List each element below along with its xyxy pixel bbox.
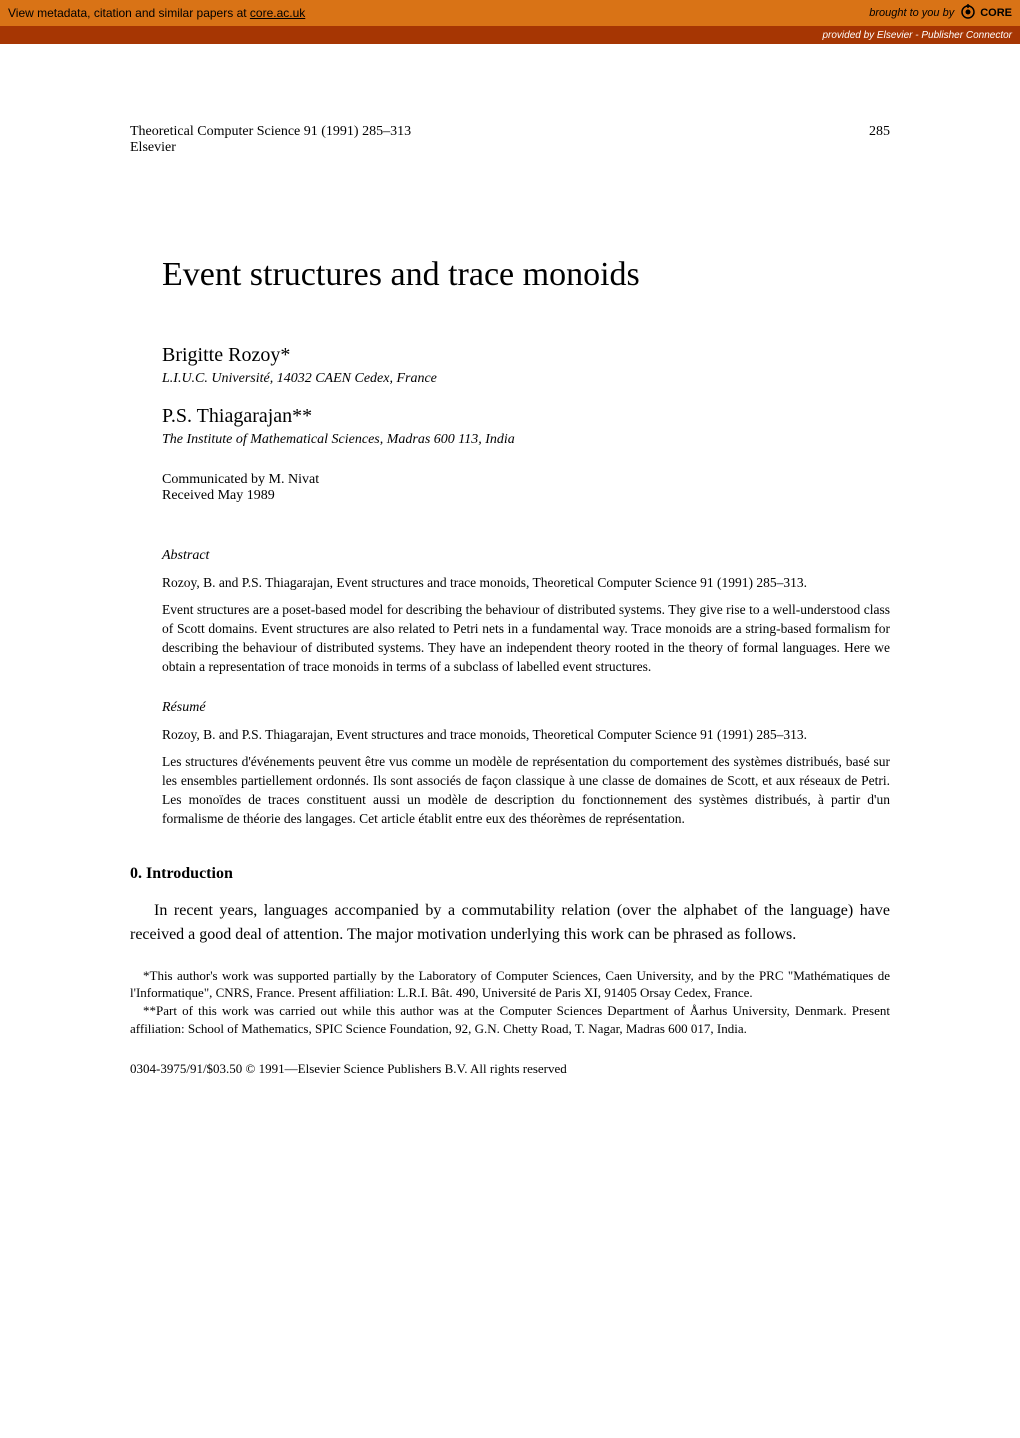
intro-heading: 0. Introduction <box>130 865 890 883</box>
page-number: 285 <box>869 124 890 156</box>
copyright-line: 0304-3975/91/$03.50 © 1991—Elsevier Scie… <box>130 1061 890 1077</box>
footnote-2: **Part of this work was carried out whil… <box>130 1002 890 1037</box>
communicated-by: Communicated by M. Nivat <box>162 472 890 488</box>
core-brand[interactable]: CORE <box>960 4 1012 23</box>
author-name: Brigitte Rozoy* <box>162 344 890 367</box>
journal-line: Theoretical Computer Science 91 (1991) 2… <box>130 124 411 140</box>
brought-to-you-text: brought to you by <box>869 7 954 19</box>
core-brand-text: CORE <box>980 7 1012 19</box>
abstract-citation: Rozoy, B. and P.S. Thiagarajan, Event st… <box>162 574 890 593</box>
author-name: P.S. Thiagarajan** <box>162 405 890 428</box>
banner-right: brought to you by CORE <box>869 4 1012 23</box>
resume-block: Rozoy, B. and P.S. Thiagarajan, Event st… <box>162 726 890 828</box>
footnotes-block: *This author's work was supported partia… <box>130 967 890 1037</box>
author-affiliation: The Institute of Mathematical Sciences, … <box>162 432 890 448</box>
abstract-heading: Abstract <box>162 548 890 564</box>
journal-info: Theoretical Computer Science 91 (1991) 2… <box>130 124 411 156</box>
publisher-name: Elsevier <box>130 140 411 156</box>
communication-block: Communicated by M. Nivat Received May 19… <box>162 472 890 504</box>
journal-header: Theoretical Computer Science 91 (1991) 2… <box>130 124 890 156</box>
provider-text: provided by Elsevier - Publisher Connect… <box>822 30 1012 41</box>
abstract-body: Event structures are a poset-based model… <box>162 601 890 677</box>
paper-title: Event structures and trace monoids <box>162 256 890 294</box>
resume-body: Les structures d'événements peuvent être… <box>162 753 890 829</box>
core-link[interactable]: core.ac.uk <box>250 6 305 20</box>
paper-page: Theoretical Computer Science 91 (1991) 2… <box>0 44 1020 1137</box>
intro-paragraph: In recent years, languages accompanied b… <box>130 899 890 947</box>
footnote-1: *This author's work was supported partia… <box>130 967 890 1002</box>
core-logo-icon <box>960 4 976 23</box>
core-top-banner: View metadata, citation and similar pape… <box>0 0 1020 26</box>
resume-citation: Rozoy, B. and P.S. Thiagarajan, Event st… <box>162 726 890 745</box>
author-affiliation: L.I.U.C. Université, 14032 CAEN Cedex, F… <box>162 371 890 387</box>
author-block-1: Brigitte Rozoy* L.I.U.C. Université, 140… <box>162 344 890 387</box>
received-date: Received May 1989 <box>162 488 890 504</box>
abstract-block: Rozoy, B. and P.S. Thiagarajan, Event st… <box>162 574 890 676</box>
provider-sub-banner: provided by Elsevier - Publisher Connect… <box>0 26 1020 44</box>
banner-left: View metadata, citation and similar pape… <box>8 6 305 20</box>
author-block-2: P.S. Thiagarajan** The Institute of Math… <box>162 405 890 448</box>
banner-prefix-text: View metadata, citation and similar pape… <box>8 6 250 20</box>
resume-heading: Résumé <box>162 700 890 716</box>
